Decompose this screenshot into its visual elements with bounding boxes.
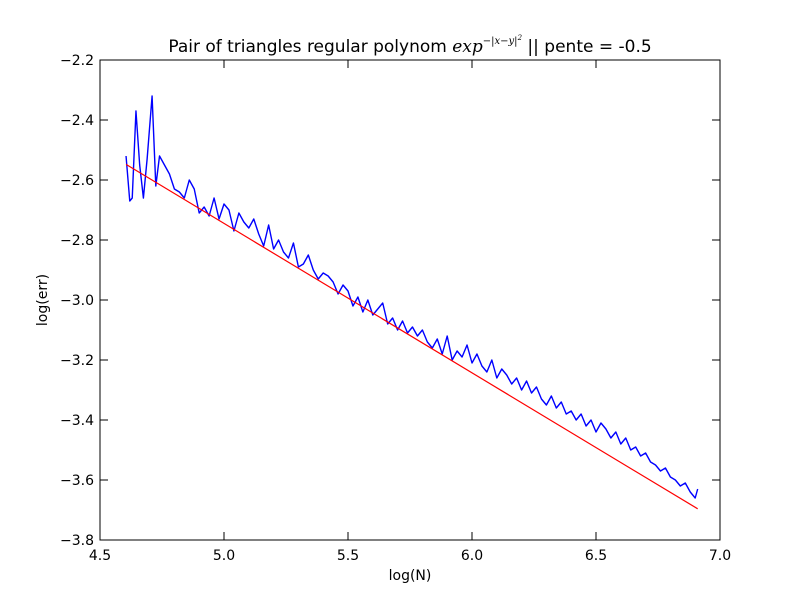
y-tick-label: −3.6 <box>60 473 94 489</box>
y-tick-label: −2.4 <box>60 113 94 129</box>
x-tick-label: 5.5 <box>337 548 359 564</box>
x-tick-label: 6.0 <box>461 548 483 564</box>
y-tick-label: −2.8 <box>60 233 94 249</box>
x-tick-label: 7.0 <box>709 548 731 564</box>
y-tick-label: −3.0 <box>60 293 94 309</box>
x-axis-label: log(N) <box>389 568 432 584</box>
y-tick-label: −2.2 <box>60 53 94 69</box>
y-tick-label: −3.2 <box>60 353 94 369</box>
x-tick-label: 6.5 <box>585 548 607 564</box>
y-tick-label: −2.6 <box>60 173 94 189</box>
chart-title-math-power: 2 <box>517 34 523 42</box>
x-tick-label: 4.5 <box>89 548 111 564</box>
chart-title: Pair of triangles regular polynom exp−|x… <box>168 34 651 57</box>
chart-title-prefix: Pair of triangles regular polynom <box>168 37 452 57</box>
plot-frame <box>99 59 721 541</box>
chart-title-math-exponent: −|x−y| <box>483 36 518 47</box>
error-series-line <box>125 95 699 499</box>
chart-title-math-base: exp <box>452 37 483 57</box>
x-tick-label: 5.0 <box>213 548 235 564</box>
y-tick-label: −3.8 <box>60 533 94 549</box>
y-axis-label: log(err) <box>35 274 51 326</box>
y-tick-label: −3.4 <box>60 413 94 429</box>
fit-line <box>125 163 698 510</box>
chart-title-suffix: || pente = -0.5 <box>522 37 652 57</box>
plot-area <box>125 95 699 510</box>
axis-ticks: 4.5 5.0 5.5 6.0 6.5 7.0 −3.8 −3.6 −3.4 −3.2 −3.0 −2… <box>60 53 731 564</box>
